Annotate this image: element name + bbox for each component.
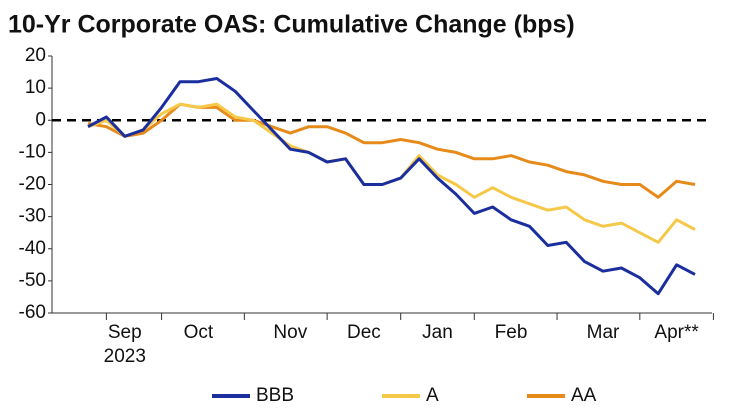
x-tick-label: Sep bbox=[108, 322, 142, 343]
x-tick-label: Nov bbox=[273, 322, 307, 343]
x-tick-label: Mar bbox=[587, 322, 620, 343]
x-sublabel: 2023 bbox=[104, 346, 146, 367]
y-tick-label: -60 bbox=[19, 302, 46, 323]
x-tick-label: Oct bbox=[184, 322, 214, 343]
y-tick-label: -20 bbox=[19, 174, 46, 195]
chart-title: 10-Yr Corporate OAS: Cumulative Change (… bbox=[8, 11, 575, 39]
legend-label: AA bbox=[571, 385, 597, 406]
y-tick-label: 0 bbox=[35, 109, 46, 130]
x-tick-label: Feb bbox=[495, 322, 528, 343]
line-series bbox=[87, 77, 696, 296]
legend-label: BBB bbox=[256, 385, 294, 406]
line-series bbox=[87, 102, 696, 244]
line-series bbox=[87, 102, 696, 199]
x-tick-label: Jan bbox=[422, 322, 453, 343]
x-tick-label: Apr** bbox=[654, 322, 699, 343]
y-tick-label: -10 bbox=[19, 141, 46, 162]
y-tick-label: 20 bbox=[25, 45, 46, 66]
y-tick-label: -30 bbox=[19, 206, 46, 227]
y-tick-label: -50 bbox=[19, 270, 46, 291]
y-tick-label: 10 bbox=[25, 77, 46, 98]
x-tick-label: Dec bbox=[347, 322, 381, 343]
legend-label: A bbox=[426, 385, 439, 406]
y-tick-label: -40 bbox=[19, 238, 46, 259]
